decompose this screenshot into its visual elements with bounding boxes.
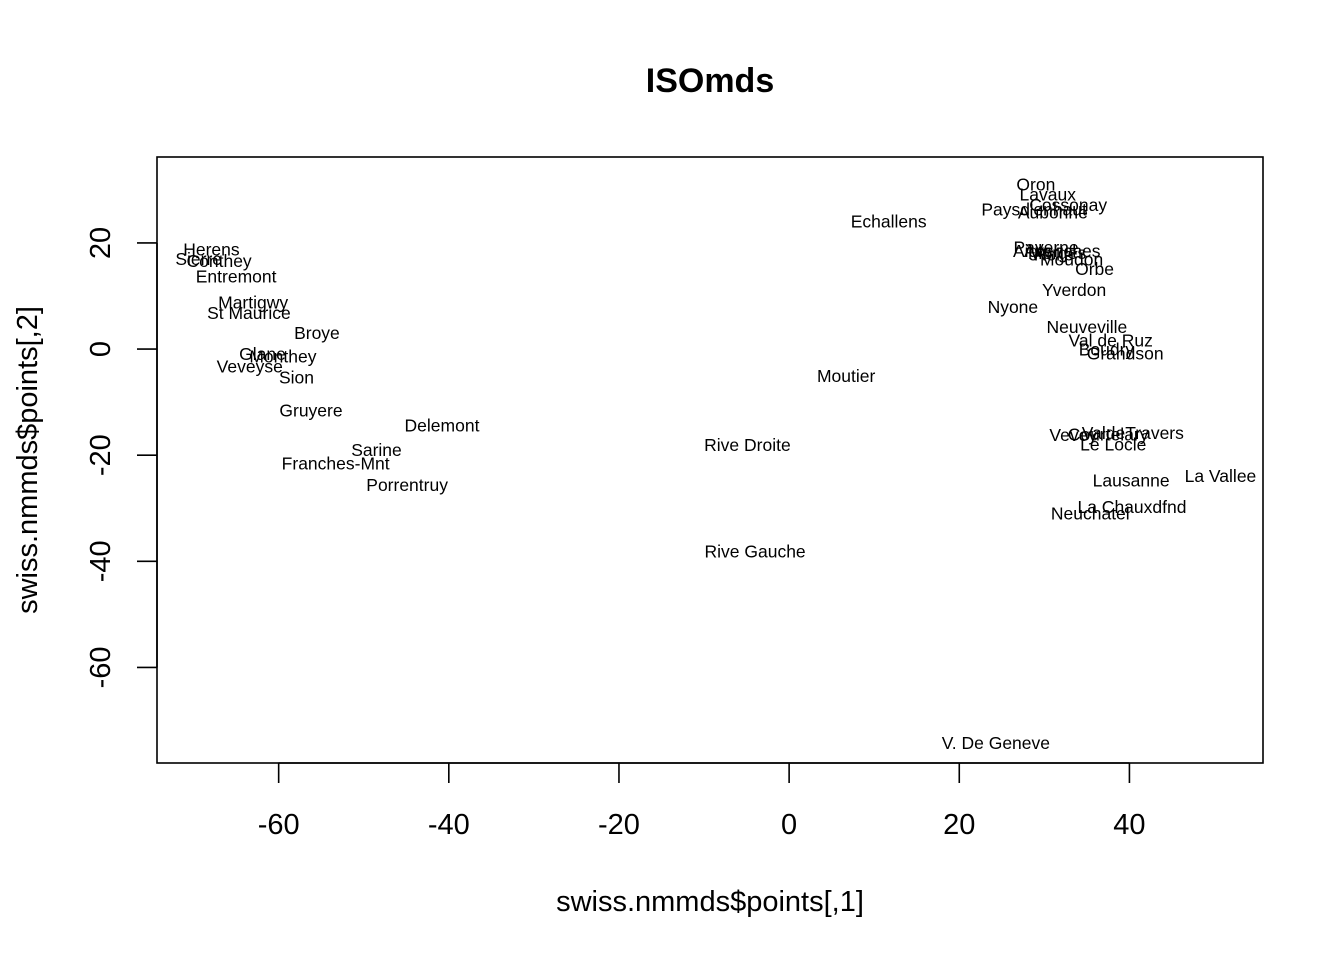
point-labels: Courtelary Delemont Franches-Mnt Moutier Neu… xyxy=(175,175,1256,753)
point-label: Moutier xyxy=(817,366,876,386)
y-axis-label: swiss.nmmds$points[,2] xyxy=(12,306,44,614)
point-label: Aigle xyxy=(1013,241,1052,261)
point-label: Paysd'enhaut xyxy=(981,200,1087,220)
point-label: Gruyere xyxy=(279,401,342,421)
point-label: Sarine xyxy=(351,440,402,460)
point-label: Moudon xyxy=(1040,249,1103,269)
point-label: St Maurice xyxy=(207,303,291,323)
point-label: Morges xyxy=(1028,243,1087,263)
point-label: Martigwy xyxy=(218,292,288,312)
x-axis: -60 -40 -20 0 20 40 xyxy=(258,762,1146,841)
x-tick-label: -60 xyxy=(258,809,300,841)
point-label: Sierre xyxy=(175,249,222,269)
x-tick-label: -40 xyxy=(428,809,470,841)
x-tick-label: 20 xyxy=(943,809,975,841)
point-label: La Vallee xyxy=(1185,466,1257,486)
point-label: Echallens xyxy=(851,212,927,232)
x-tick-label: 40 xyxy=(1113,809,1145,841)
y-axis: -60 -40 -20 0 20 xyxy=(85,227,158,689)
y-tick-label: -60 xyxy=(85,647,117,689)
y-tick-label: 20 xyxy=(85,227,117,259)
point-label: Porrentruy xyxy=(366,475,448,495)
point-label: Cossonay xyxy=(1029,195,1107,215)
point-label: Rolle xyxy=(1034,245,1074,265)
point-label: Vevey xyxy=(1049,425,1097,445)
point-label: Nyone xyxy=(988,297,1039,317)
point-label: Grandson xyxy=(1087,343,1164,363)
point-label: Lausanne xyxy=(1093,471,1170,491)
point-label: Courtelary xyxy=(1068,425,1149,445)
point-label: Neuveville xyxy=(1047,317,1128,337)
x-tick-label: 0 xyxy=(781,809,797,841)
point-label: ValdeTravers xyxy=(1082,423,1184,443)
point-label: Glane xyxy=(239,344,286,364)
point-label: La Chauxdfnd xyxy=(1077,497,1186,517)
point-label: Broye xyxy=(294,323,340,343)
point-label: Delemont xyxy=(405,416,480,436)
point-label: Rive Gauche xyxy=(705,541,806,561)
point-label: Herens xyxy=(183,239,240,259)
point-label: Lavaux xyxy=(1020,185,1077,205)
x-axis-label: swiss.nmmds$points[,1] xyxy=(556,886,864,918)
point-label: Neuchatel xyxy=(1051,504,1130,524)
y-tick-label: 0 xyxy=(85,341,117,357)
point-label: Franches-Mnt xyxy=(282,454,390,474)
point-label: Avenches xyxy=(1024,241,1101,261)
point-label: Val de Ruz xyxy=(1069,331,1153,351)
point-label: Le Locle xyxy=(1080,435,1146,455)
y-tick-label: -40 xyxy=(85,540,117,582)
point-label: Sion xyxy=(279,368,314,388)
point-label: Veveyse xyxy=(217,357,283,377)
point-label: Oron xyxy=(1016,175,1055,195)
chart-title: ISOmds xyxy=(646,62,774,100)
point-label: Payerne xyxy=(1013,238,1078,258)
point-label: Yverdon xyxy=(1042,280,1106,300)
point-label: Entremont xyxy=(196,266,277,286)
point-label: V. De Geneve xyxy=(942,733,1050,753)
point-label: Boudry xyxy=(1079,340,1135,360)
point-label: Rive Droite xyxy=(704,435,791,455)
point-label: Monthey xyxy=(249,347,316,367)
point-label: Conthey xyxy=(187,251,252,271)
point-label: Aubonne xyxy=(1018,203,1088,223)
point-label: Orbe xyxy=(1075,259,1114,279)
y-tick-label: -20 xyxy=(85,434,117,476)
x-tick-label: -20 xyxy=(598,809,640,841)
